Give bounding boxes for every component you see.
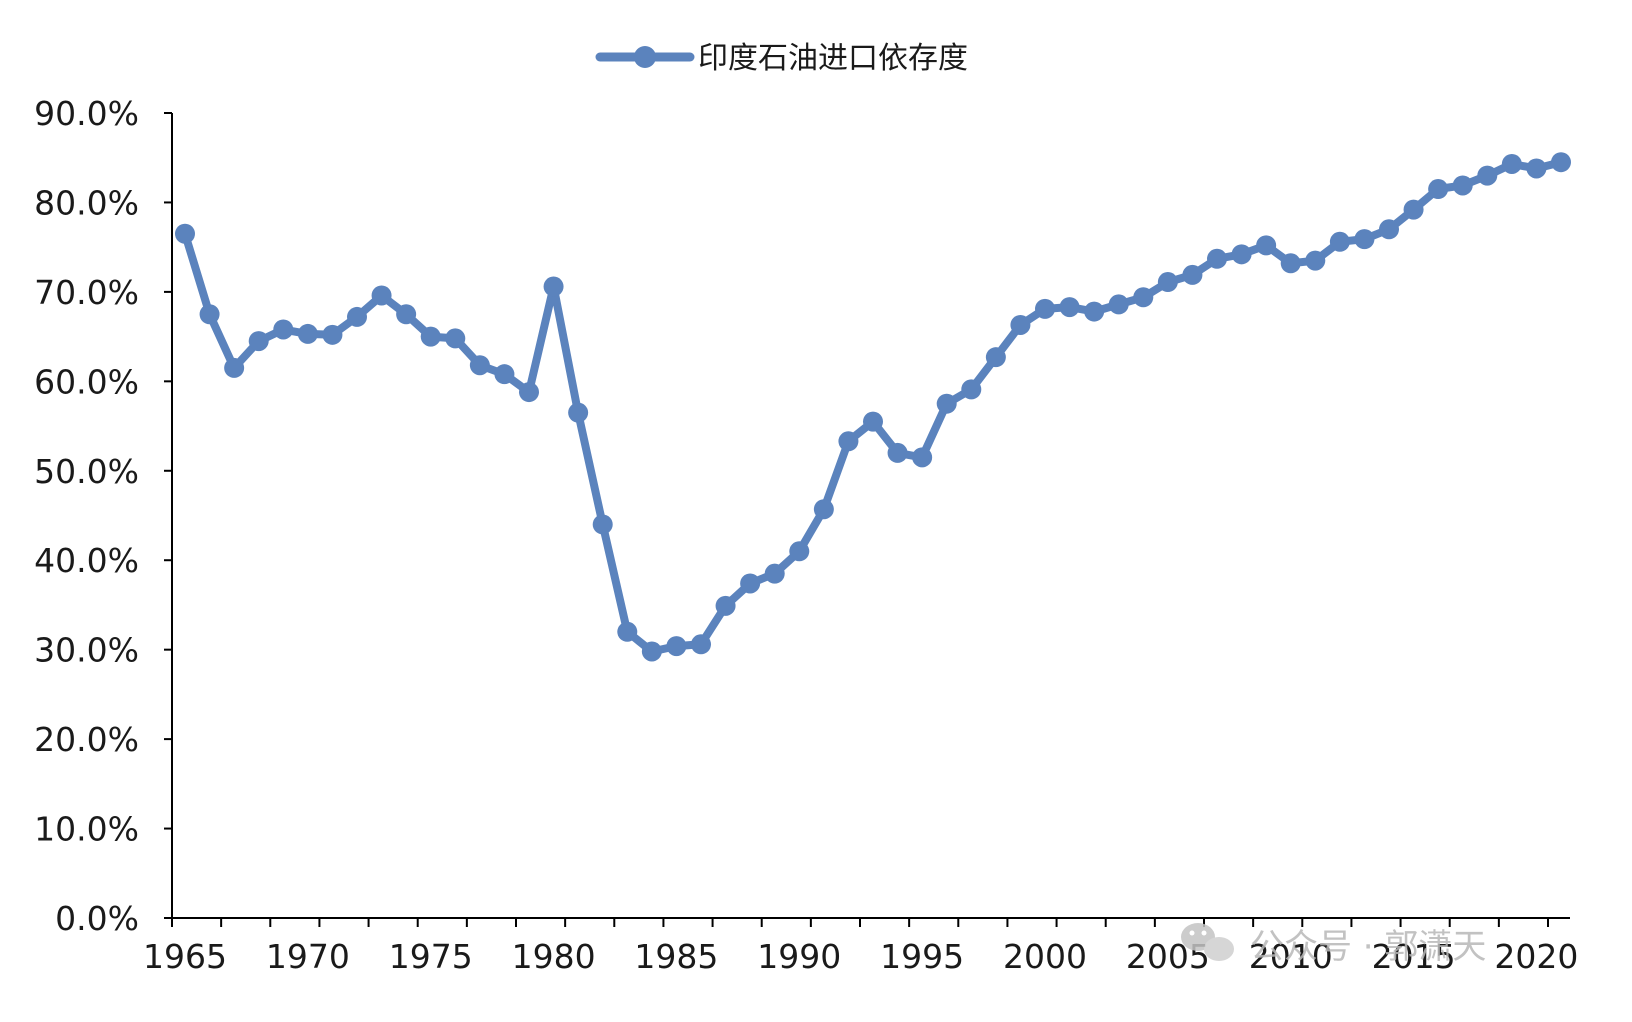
x-tick-label: 2020: [1494, 937, 1578, 976]
data-point: [666, 636, 687, 657]
data-point: [985, 347, 1006, 368]
y-tick-label: 70.0%: [34, 273, 139, 312]
data-point: [1403, 199, 1424, 220]
y-tick-label: 30.0%: [34, 631, 139, 670]
data-point: [1059, 297, 1080, 318]
data-point: [838, 431, 859, 452]
data-point: [641, 641, 662, 662]
data-point: [543, 276, 564, 297]
y-tick-label: 10.0%: [34, 810, 139, 849]
data-point: [1551, 152, 1571, 173]
data-point: [297, 323, 318, 344]
data-point: [1354, 229, 1375, 250]
series-layer: [175, 152, 1571, 662]
data-point: [813, 499, 834, 520]
data-point: [1256, 235, 1277, 256]
y-tick-label: 40.0%: [34, 541, 139, 580]
y-tick-label: 0.0%: [55, 899, 139, 938]
y-tick-label: 90.0%: [34, 94, 139, 133]
data-point: [1452, 175, 1473, 196]
data-point: [199, 304, 220, 325]
data-point: [1035, 298, 1055, 319]
data-point: [1231, 244, 1252, 265]
data-point: [322, 324, 343, 345]
data-point: [248, 331, 269, 352]
data-point: [617, 621, 638, 642]
data-point: [863, 411, 883, 432]
data-point: [1157, 272, 1178, 293]
x-tick-label: 2010: [1249, 937, 1333, 976]
x-axis-ticks: 1965 1970 1975 1980 1985 1990 1995 2000 2005 2010…: [143, 918, 1578, 976]
series-line: [181, 158, 1565, 656]
data-point: [445, 328, 466, 349]
y-tick-label: 60.0%: [34, 362, 139, 401]
x-tick-label: 1980: [512, 937, 596, 976]
data-point: [396, 304, 417, 325]
data-point: [1526, 158, 1547, 179]
legend: 印度石油进口依存度: [595, 41, 968, 76]
data-point: [789, 541, 810, 562]
y-tick-label: 80.0%: [34, 183, 139, 222]
x-tick-label: 1965: [143, 937, 227, 976]
x-tick-label: 1970: [266, 937, 350, 976]
data-point: [494, 364, 515, 385]
data-point: [175, 223, 195, 244]
data-point: [961, 379, 982, 400]
data-point: [887, 442, 908, 463]
data-point: [1305, 250, 1326, 271]
data-point: [1182, 264, 1203, 285]
data-point: [347, 306, 367, 327]
data-point: [691, 634, 711, 655]
data-point: [519, 382, 539, 403]
data-point: [912, 447, 933, 468]
data-point: [592, 514, 613, 535]
y-tick-label: 20.0%: [34, 720, 139, 759]
data-point: [1133, 287, 1154, 308]
watermark: 公众号 · 郭潇天: [1181, 923, 1486, 967]
x-tick-label: 2015: [1372, 937, 1456, 976]
data-point: [469, 355, 490, 376]
data-point: [740, 573, 761, 594]
x-tick-label: 1975: [389, 937, 473, 976]
data-point: [1084, 301, 1105, 322]
y-tick-label: 50.0%: [34, 452, 139, 491]
data-point: [1108, 294, 1129, 315]
data-point: [568, 402, 589, 423]
x-tick-label: 1990: [757, 937, 841, 976]
data-point: [420, 326, 441, 347]
data-point: [1329, 231, 1350, 252]
watermark-text: 公众号 · 郭潇天: [1250, 927, 1486, 967]
data-point: [1501, 153, 1522, 174]
data-point: [1428, 179, 1449, 200]
data-point: [273, 319, 294, 340]
data-point: [715, 595, 736, 616]
x-tick-label: 1995: [880, 937, 964, 976]
legend-label: 印度石油进口依存度: [698, 41, 968, 76]
x-tick-label: 1985: [634, 937, 718, 976]
data-point: [764, 563, 785, 584]
legend-swatch-marker: [634, 46, 656, 68]
data-point: [1207, 248, 1227, 269]
x-tick-label: 2000: [1003, 937, 1087, 976]
wechat-icon: [1181, 923, 1234, 961]
data-point: [1379, 219, 1399, 240]
data-point: [1010, 314, 1031, 335]
data-point: [1477, 165, 1498, 186]
data-point: [936, 393, 957, 414]
data-point: [371, 285, 392, 306]
data-point: [224, 357, 245, 378]
y-axis-ticks: 0.0% 10.0% 20.0% 30.0% 40.0% 50.0% 60.0% 70.0% 8…: [34, 94, 172, 938]
data-point: [1280, 253, 1301, 274]
